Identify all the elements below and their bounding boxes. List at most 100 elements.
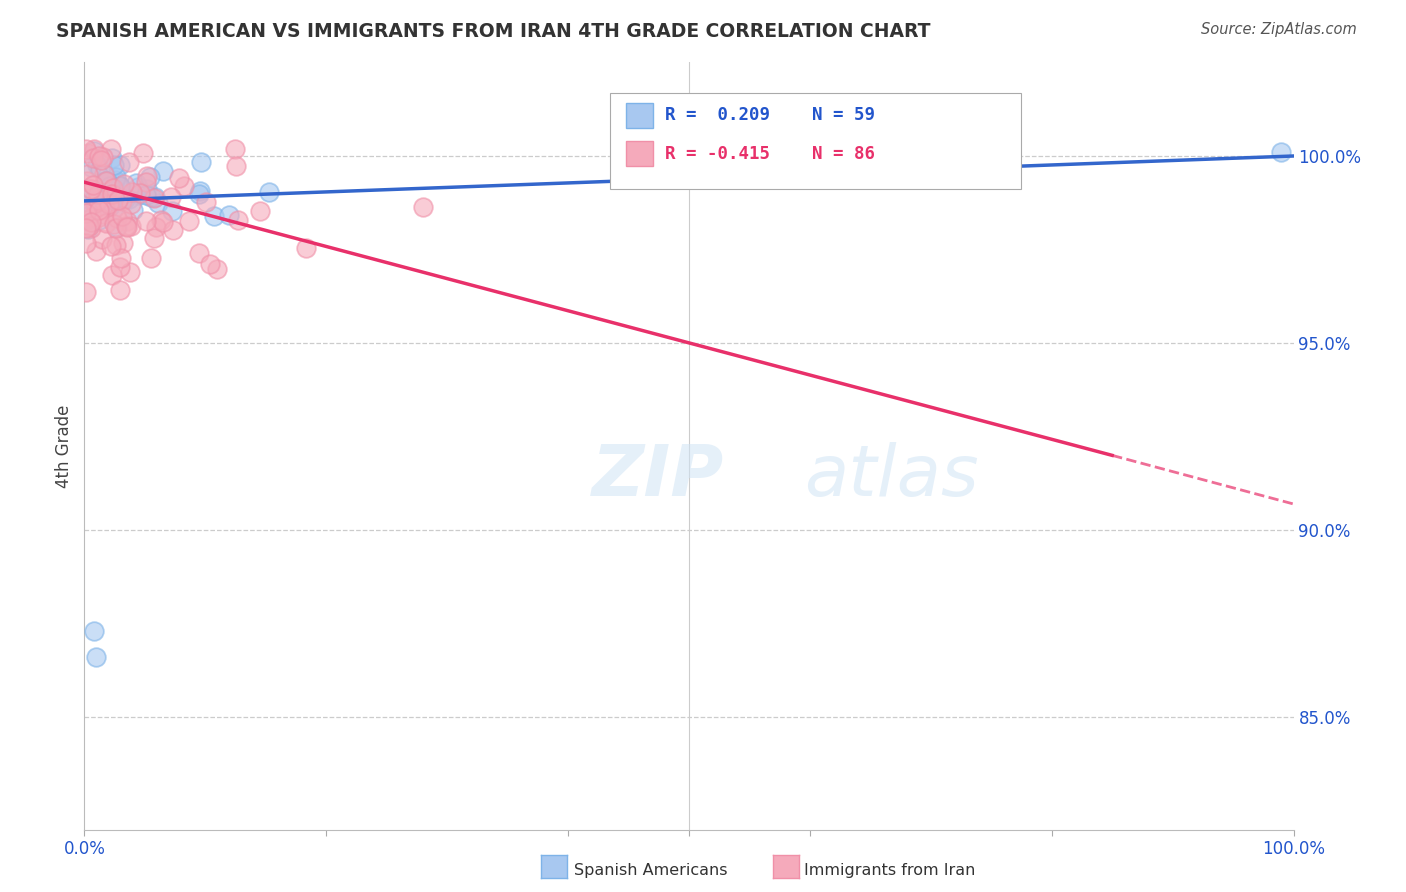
Point — [257, 185, 280, 199]
Point — [145, 219, 167, 234]
Point — [90, 188, 112, 202]
Point — [107, 193, 129, 207]
Point — [111, 194, 134, 208]
Point — [107, 189, 129, 203]
Point — [104, 220, 127, 235]
Point — [96, 178, 118, 193]
Point — [143, 230, 166, 244]
Point — [83, 141, 105, 155]
Point — [295, 241, 318, 255]
Point — [79, 186, 101, 200]
Point — [90, 153, 112, 167]
Point — [86, 650, 108, 665]
Text: Immigrants from Iran: Immigrants from Iran — [804, 863, 976, 878]
Point — [190, 185, 212, 199]
Point — [129, 186, 152, 200]
Point — [132, 146, 155, 161]
Point — [96, 174, 118, 188]
Point — [100, 268, 122, 283]
Point — [108, 260, 131, 275]
Point — [149, 213, 172, 227]
Point — [80, 160, 103, 174]
Point — [117, 214, 139, 228]
Point — [108, 179, 131, 194]
Point — [103, 186, 125, 201]
Point — [105, 211, 128, 225]
Point — [110, 251, 132, 265]
Point — [89, 202, 111, 217]
Text: R = -0.415    N = 86: R = -0.415 N = 86 — [665, 145, 875, 162]
Point — [135, 214, 157, 228]
Point — [96, 203, 118, 218]
Point — [103, 217, 125, 231]
Point — [139, 252, 162, 266]
Text: atlas: atlas — [804, 442, 979, 511]
Point — [226, 213, 249, 227]
Point — [152, 164, 174, 178]
Point — [118, 155, 141, 169]
Point — [96, 174, 118, 188]
Point — [108, 283, 131, 297]
Point — [75, 206, 97, 220]
Point — [143, 190, 166, 204]
Point — [138, 170, 160, 185]
Point — [87, 193, 110, 207]
Point — [125, 176, 148, 190]
Point — [115, 219, 138, 234]
Point — [84, 194, 107, 208]
Text: ZIP: ZIP — [592, 442, 724, 511]
Bar — [626, 142, 652, 166]
Point — [108, 158, 131, 172]
Point — [100, 193, 122, 207]
Point — [98, 199, 121, 213]
Point — [84, 196, 107, 211]
Point — [75, 141, 97, 155]
Point — [194, 194, 217, 209]
Point — [76, 202, 98, 216]
Point — [76, 145, 98, 160]
Point — [1270, 145, 1292, 160]
Point — [187, 187, 209, 202]
Point — [77, 181, 100, 195]
Point — [75, 206, 97, 220]
Point — [90, 232, 112, 246]
Point — [75, 235, 97, 250]
Point — [100, 141, 122, 155]
Y-axis label: 4th Grade: 4th Grade — [55, 404, 73, 488]
Point — [162, 203, 184, 218]
Point — [76, 174, 98, 188]
Point — [128, 188, 150, 202]
Point — [120, 197, 142, 211]
Point — [100, 195, 122, 210]
Point — [187, 245, 209, 260]
Point — [89, 162, 111, 177]
Point — [93, 167, 115, 181]
Point — [202, 209, 225, 223]
Point — [101, 151, 124, 165]
Text: SPANISH AMERICAN VS IMMIGRANTS FROM IRAN 4TH GRADE CORRELATION CHART: SPANISH AMERICAN VS IMMIGRANTS FROM IRAN… — [56, 22, 931, 41]
Point — [104, 169, 127, 184]
Point — [135, 169, 157, 184]
Point — [146, 196, 169, 211]
Point — [83, 624, 105, 639]
Point — [225, 159, 247, 173]
Point — [122, 202, 145, 217]
Point — [89, 213, 111, 227]
Point — [97, 197, 120, 211]
Point — [86, 158, 108, 172]
Point — [135, 187, 157, 202]
Point — [105, 219, 128, 234]
Point — [127, 180, 149, 194]
Point — [89, 149, 111, 163]
Point — [205, 261, 228, 276]
Point — [83, 144, 105, 158]
Point — [91, 150, 114, 164]
Point — [118, 192, 141, 206]
Point — [86, 186, 108, 201]
Point — [249, 204, 271, 219]
Point — [84, 190, 107, 204]
Point — [80, 220, 103, 235]
FancyBboxPatch shape — [610, 93, 1022, 189]
Point — [100, 239, 122, 253]
Point — [96, 174, 118, 188]
